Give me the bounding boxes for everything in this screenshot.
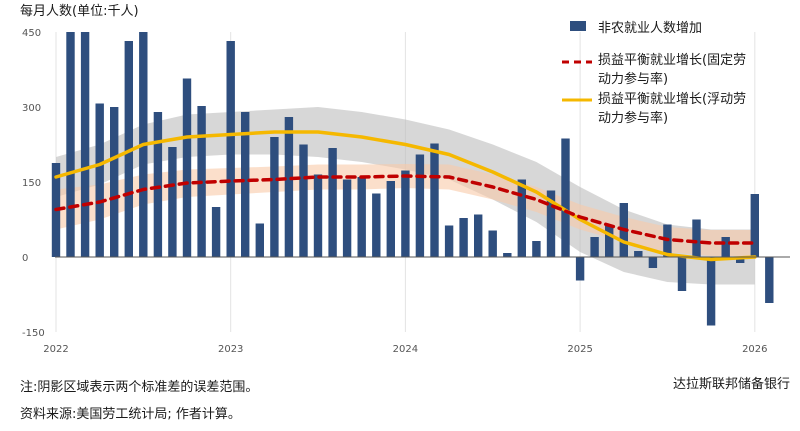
payroll-bar: [386, 181, 395, 257]
payroll-bar: [182, 78, 192, 257]
fixed-breakeven-line: [54, 174, 757, 245]
source-note: 资料来源:美国劳工统计局; 作者计算。: [20, 407, 241, 422]
legend: 非农就业人数增加 损益平衡就业增长(固定劳 动力参与率) 损益平衡就业增长(浮动…: [562, 21, 746, 126]
payroll-bar: [153, 112, 163, 257]
payroll-bar: [575, 257, 585, 281]
payroll-bar: [226, 41, 235, 257]
x-tick-label: 2026: [742, 344, 767, 355]
legend-label-flex-2: 动力参与率): [598, 110, 668, 126]
payroll-bar: [313, 174, 323, 257]
footnote: 注:阴影区域表示两个标准差的误差范围。: [20, 380, 259, 395]
payroll-bar: [401, 170, 410, 257]
payroll-bar: [634, 251, 643, 257]
payroll-bar: [721, 237, 730, 257]
y-tick-label: -150: [22, 328, 45, 339]
payroll-bar: [605, 226, 614, 257]
payroll-bar: [168, 147, 177, 257]
bar-layer: [51, 32, 774, 326]
payroll-bar: [444, 225, 454, 257]
payroll-bar: [284, 117, 294, 257]
payroll-bar: [488, 230, 497, 257]
payroll-bar: [503, 253, 512, 257]
payroll-bar: [736, 257, 745, 263]
y-tick-label: 0: [22, 253, 28, 264]
legend-label-fixed-2: 动力参与率): [598, 71, 668, 87]
payroll-bar: [648, 257, 658, 268]
x-tick-label: 2024: [393, 344, 418, 355]
payroll-bar: [415, 154, 425, 257]
y-tick-label: 450: [22, 28, 41, 39]
payroll-bar: [750, 194, 759, 257]
payroll-bar: [561, 138, 570, 257]
payroll-bar: [95, 103, 104, 257]
payroll-bar: [590, 237, 599, 257]
y-tick-label: 150: [22, 178, 41, 189]
axis-layer: 2022 2023 2024 2025 2026 450 300 150 0 -150: [22, 28, 790, 355]
payroll-bar: [765, 257, 774, 303]
payroll-bar: [299, 144, 308, 257]
payroll-bar: [110, 107, 119, 257]
legend-label-flex-1: 损益平衡就业增长(浮动劳: [598, 91, 746, 107]
payroll-bar: [430, 143, 439, 257]
payroll-bar: [372, 193, 381, 257]
payroll-bar: [459, 218, 468, 257]
payroll-bar: [270, 137, 279, 257]
flex-breakeven-line: [54, 130, 757, 262]
line-layer: [54, 130, 757, 262]
x-tick-label: 2023: [218, 344, 243, 355]
payroll-bar: [328, 148, 337, 257]
payroll-bar: [692, 219, 701, 257]
legend-label-fixed-1: 损益平衡就业增长(固定劳: [598, 52, 746, 68]
payroll-bar: [255, 223, 264, 257]
legend-swatch-bars: [570, 21, 586, 31]
payroll-bar: [80, 32, 90, 257]
payroll-bar: [706, 257, 716, 326]
payroll-bar: [211, 207, 221, 257]
payroll-bar: [241, 112, 250, 257]
payroll-bar: [66, 32, 75, 257]
payroll-bar: [342, 179, 352, 257]
credit-note: 达拉斯联邦储备银行: [672, 377, 790, 392]
payroll-bar: [677, 257, 687, 291]
y-axis-label: 每月人数(单位:千人): [20, 3, 139, 19]
x-tick-label: 2022: [43, 344, 68, 355]
y-tick-label: 300: [22, 103, 41, 114]
payroll-bar: [517, 179, 526, 257]
x-tick-label: 2025: [567, 344, 592, 355]
payroll-bar: [124, 41, 133, 257]
payroll-bar: [532, 241, 541, 257]
payroll-bar: [474, 214, 483, 257]
payroll-bar: [546, 190, 556, 257]
payroll-bar: [357, 177, 366, 257]
legend-label-bars: 非农就业人数增加: [598, 21, 702, 36]
